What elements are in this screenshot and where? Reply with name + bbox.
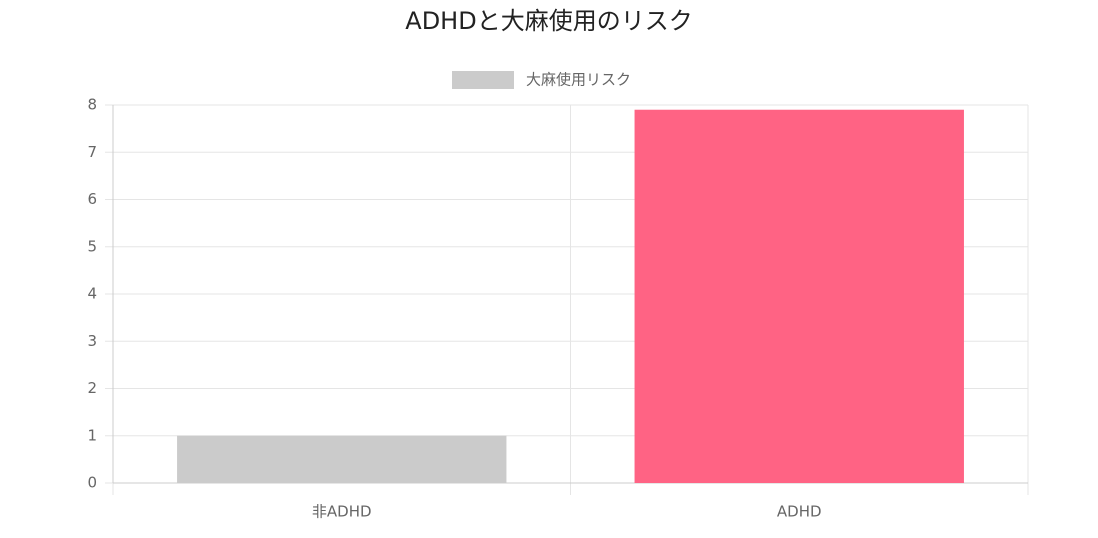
y-tick-label: 3	[87, 332, 97, 350]
legend-swatch	[452, 71, 514, 89]
y-tick-label: 4	[87, 285, 97, 303]
y-tick-label: 0	[87, 474, 97, 492]
chart-title: ADHDと大麻使用のリスク	[405, 7, 692, 35]
y-tick-label: 7	[87, 143, 97, 161]
legend-label: 大麻使用リスク	[526, 71, 631, 89]
y-tick-label: 8	[87, 96, 97, 114]
y-tick-label: 2	[87, 379, 97, 397]
x-tick-label: ADHD	[777, 503, 822, 521]
y-tick-label: 5	[87, 237, 97, 255]
bar	[177, 435, 507, 483]
y-tick-label: 1	[87, 426, 97, 444]
y-tick-label: 6	[87, 190, 97, 208]
x-tick-label: 非ADHD	[312, 503, 372, 521]
bar	[634, 109, 964, 483]
